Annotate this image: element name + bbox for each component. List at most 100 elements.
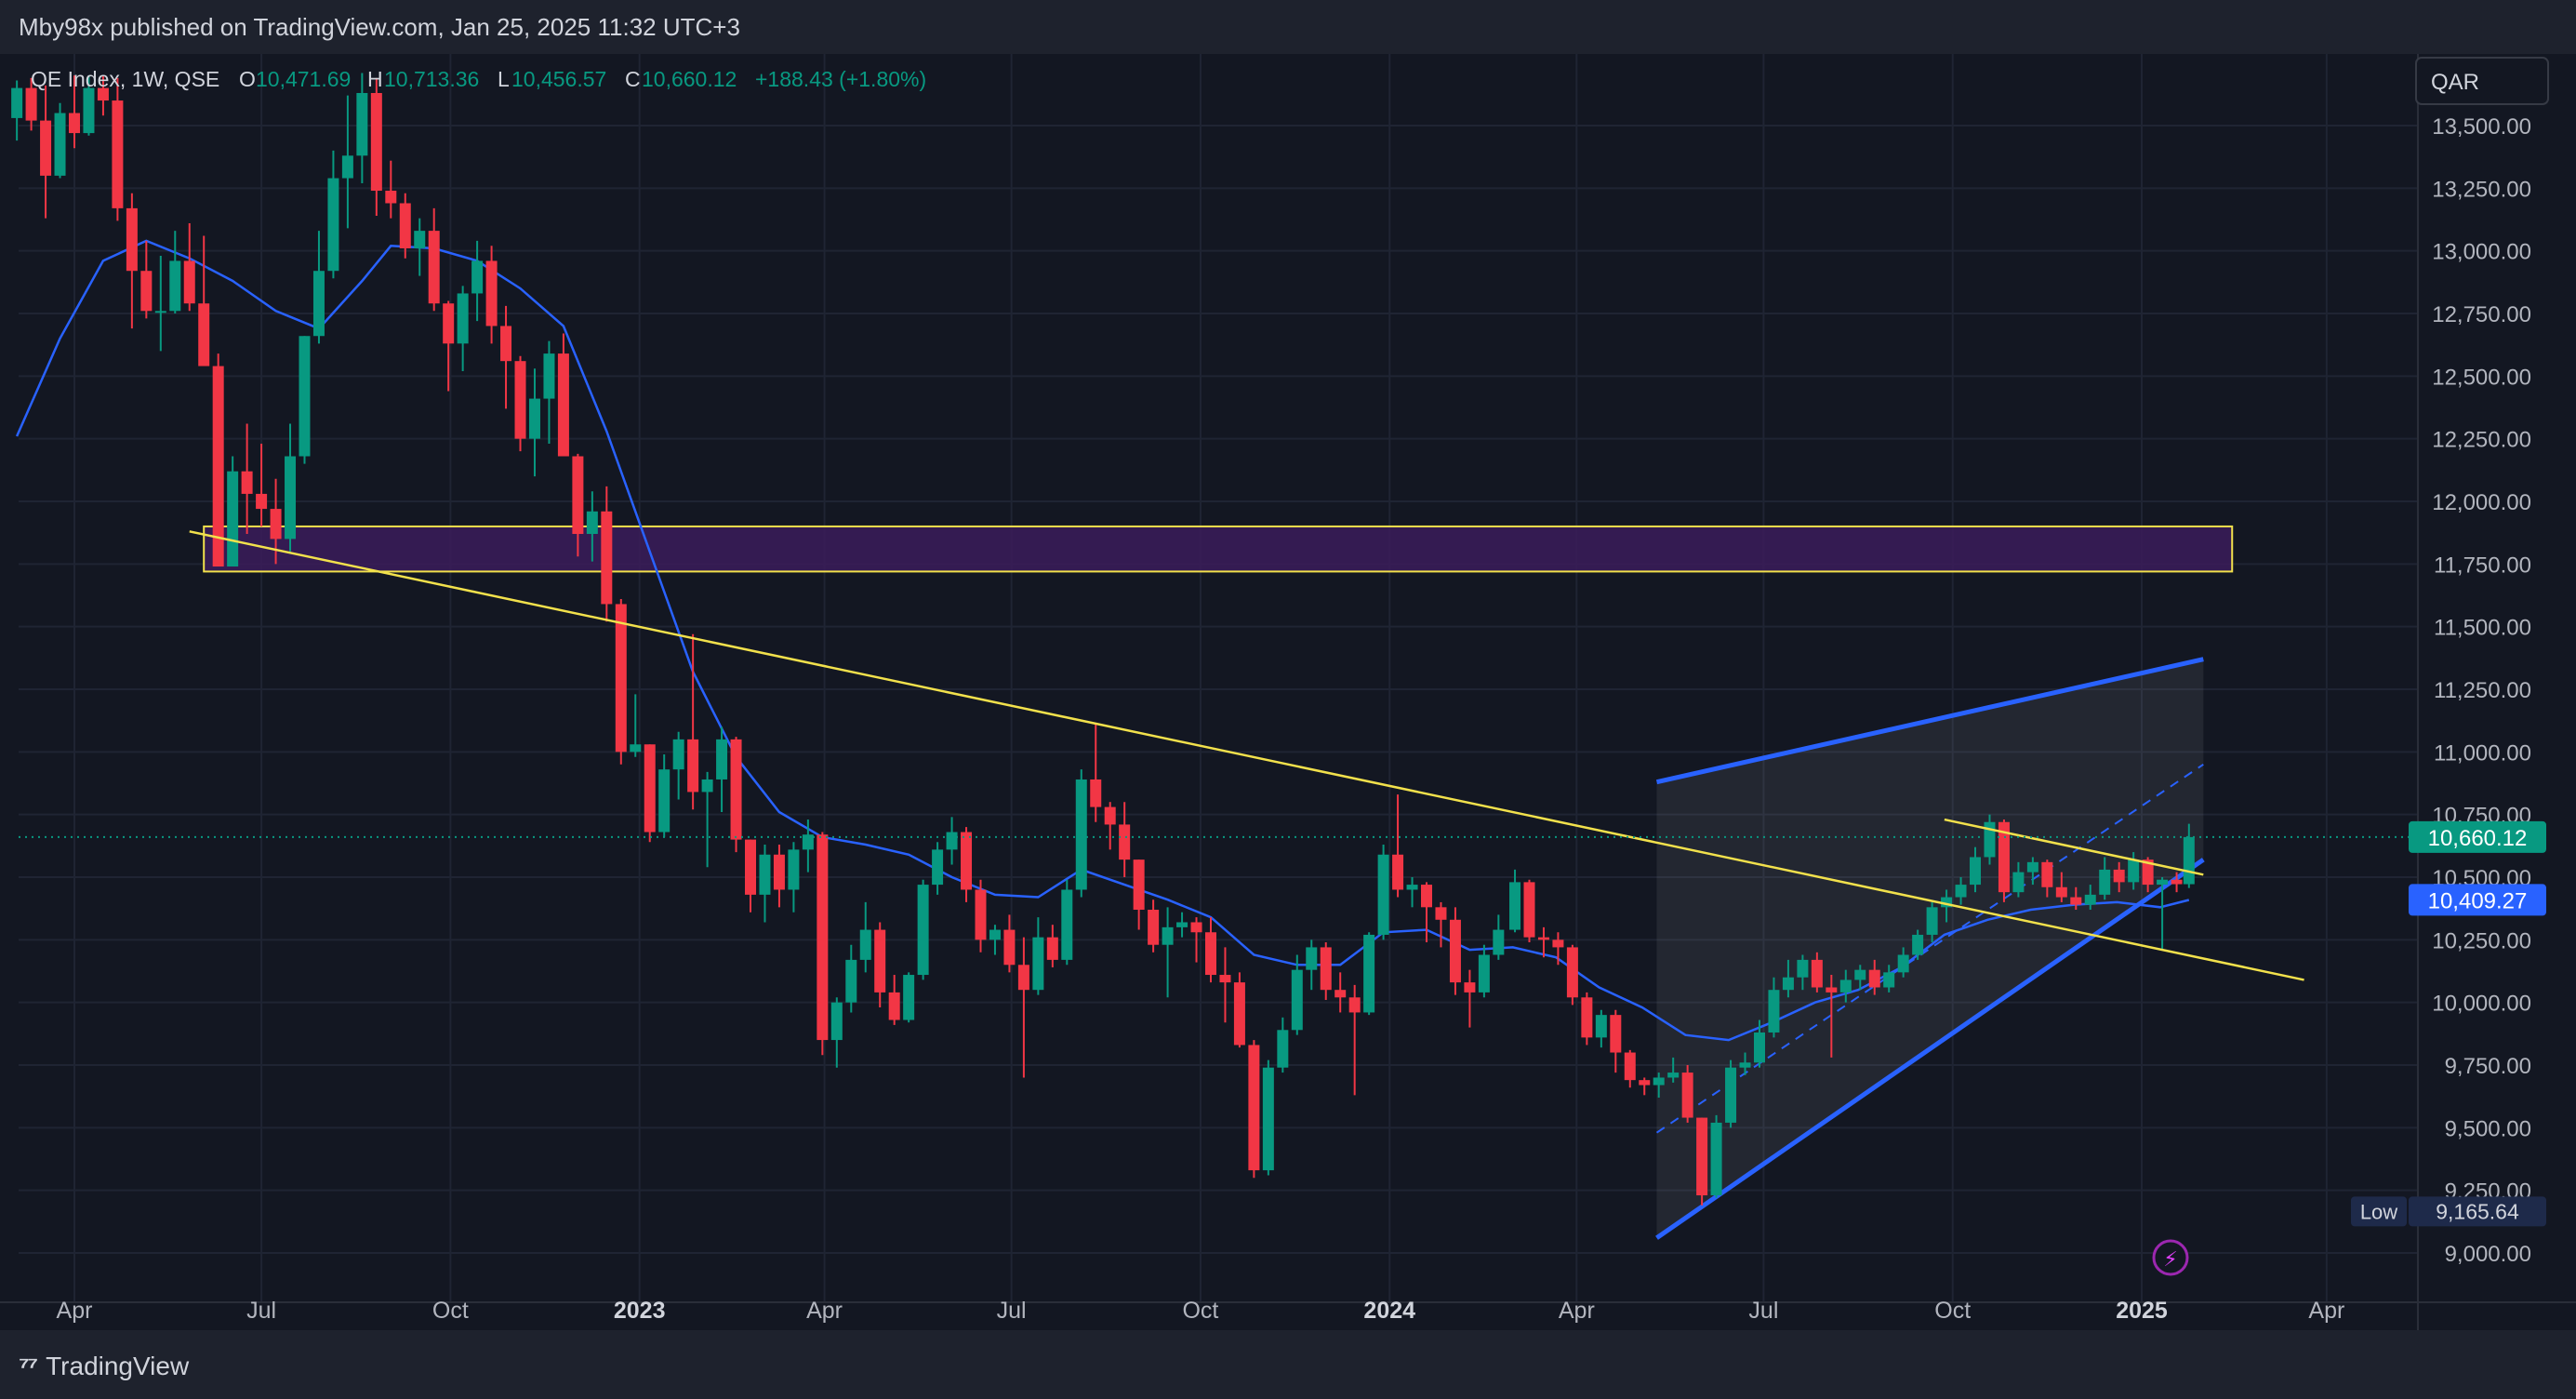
close-label: C [625, 67, 641, 91]
resistance-zone [203, 525, 2234, 573]
candle-up [1970, 857, 1982, 886]
price-tick-label: 12,500.00 [2432, 365, 2531, 390]
alert-flash-icon[interactable]: ⚡ [2152, 1239, 2189, 1276]
candle-up [414, 231, 426, 248]
grid-lines [0, 54, 2576, 1330]
candle-up [1739, 1062, 1751, 1068]
candle-down [198, 303, 210, 366]
price-chart[interactable]: 13,500.00 13,250.00 13,000.00 12,750.00 12,5… [0, 0, 2576, 1330]
candle-up [54, 113, 66, 176]
price-tick-label: 13,500.00 [2432, 114, 2531, 140]
candle-up [859, 929, 871, 960]
candle-up [917, 885, 929, 976]
candle-up [802, 834, 814, 850]
candle-up [299, 336, 311, 457]
candle-down [112, 100, 124, 208]
candle-up [759, 854, 771, 895]
brand-label: TradingView [46, 1352, 190, 1380]
candle-up [312, 271, 325, 337]
time-tick-label: Apr [2308, 1298, 2344, 1324]
candle-down [1681, 1073, 1693, 1118]
candle-up [1061, 889, 1073, 960]
candle-up [2157, 879, 2169, 886]
ohlc-legend: QE Index, 1W, QSE O 10,471.69 H 10,713.3… [31, 67, 926, 91]
channel-fill [1656, 659, 2204, 1238]
time-tick-label: 2024 [1363, 1298, 1415, 1324]
publish-line: Mby98x published on TradingView.com, Jan… [19, 13, 740, 41]
price-axis[interactable]: 13,500.00 13,250.00 13,000.00 12,750.00 12,5… [2351, 114, 2546, 1267]
candle-down [572, 456, 584, 535]
candle-up [327, 178, 339, 272]
candle-down [1696, 1117, 1708, 1196]
price-tick-label: 12,250.00 [2432, 428, 2531, 453]
high-value: 10,713.36 [384, 67, 479, 91]
candle-up [1782, 977, 1794, 991]
candle-up [1768, 990, 1780, 1033]
candle-down [975, 889, 987, 940]
low-value-badge [2409, 1196, 2546, 1227]
candle-up [1653, 1077, 1665, 1086]
candle-down [500, 326, 512, 362]
candle-up [932, 849, 944, 886]
candle-up [471, 260, 484, 294]
low-marker-value: 9,165.64 [2436, 1199, 2519, 1223]
candle-down [888, 992, 900, 1020]
candle-up [83, 87, 95, 134]
price-tick-label: 10,250.00 [2432, 928, 2531, 953]
candle-up [227, 471, 239, 567]
candle-up [672, 739, 684, 770]
candle-up [1883, 972, 1895, 988]
candle-up [630, 744, 642, 753]
time-axis[interactable]: Apr Jul Oct 2023 Apr Jul Oct 2024 Apr Jul Oct 2025 A… [57, 1298, 2345, 1324]
candle-up [1897, 954, 1909, 973]
candle-up [1509, 882, 1521, 930]
candle-down [615, 604, 627, 753]
high-label: H [367, 67, 383, 91]
candle-down [1868, 969, 1880, 988]
candle-down [1811, 959, 1823, 988]
candle-up [341, 155, 353, 179]
candle-down [1090, 779, 1102, 807]
currency-button[interactable]: QAR [2415, 57, 2549, 105]
price-label-badge [2409, 884, 2546, 916]
candle-down [1204, 932, 1216, 976]
candle-up [1277, 1030, 1289, 1068]
price-tick-label: 11,000.00 [2434, 740, 2531, 766]
candle-down [601, 511, 613, 605]
candle-down [1148, 910, 1160, 945]
candle-down [817, 834, 829, 1041]
candle-down [1133, 859, 1145, 911]
candle-down [1435, 907, 1447, 920]
price-tick-label: 13,250.00 [2432, 177, 2531, 202]
candle-down [1119, 824, 1131, 860]
candle-down [241, 471, 253, 494]
candle-down [1998, 821, 2010, 893]
candle-down [1233, 982, 1245, 1046]
open-label: O [239, 67, 256, 91]
candle-up [716, 739, 728, 779]
candle-down [644, 744, 656, 833]
candle-up [845, 959, 857, 1003]
candle-down [399, 203, 411, 248]
candle-up [1753, 1032, 1765, 1063]
time-tick-label: Oct [1934, 1298, 1971, 1324]
time-tick-label: Oct [1182, 1298, 1218, 1324]
candle-down [1421, 885, 1433, 908]
candle-down [1104, 806, 1116, 825]
price-tick-label: 13,000.00 [2432, 240, 2531, 265]
tradingview-brand[interactable]: ⁷⁷ TradingView [19, 1352, 189, 1381]
candle-up [285, 456, 297, 540]
open-value: 10,471.69 [256, 67, 351, 91]
candle-down [2041, 861, 2053, 887]
candle-down [557, 353, 569, 457]
price-label-text: 10,409.27 [2428, 888, 2528, 913]
candle-down [730, 739, 742, 840]
channel-lower-line [1655, 858, 2205, 1240]
candle-down [212, 366, 224, 567]
candle-down [40, 120, 52, 176]
time-tick-label: 2023 [614, 1298, 666, 1324]
candle-up [1478, 954, 1490, 993]
candle-up [1839, 979, 1852, 993]
candle-down [1449, 919, 1461, 983]
candle-down [1334, 990, 1347, 998]
